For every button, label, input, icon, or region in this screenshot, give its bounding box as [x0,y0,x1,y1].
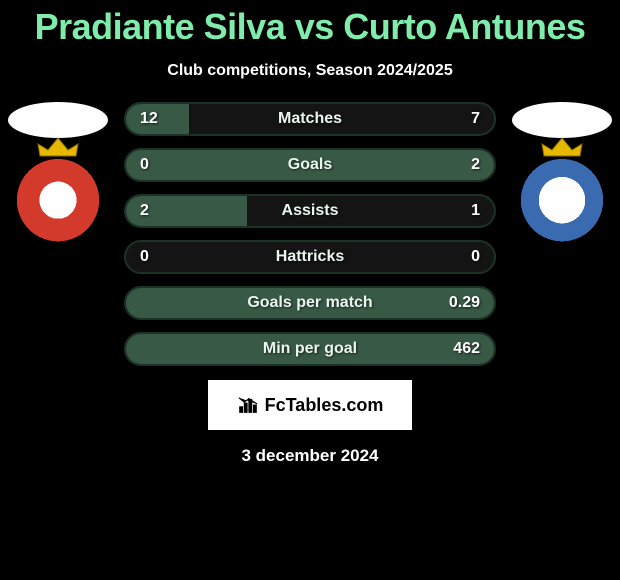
date-text: 3 december 2024 [0,446,620,466]
stat-value-right: 0.29 [449,294,480,312]
club-badge-right [516,156,608,248]
stat-label: Matches [278,110,342,128]
stat-label: Assists [282,202,339,220]
page-title: Pradiante Silva vs Curto Antunes [0,0,620,48]
stat-value-left: 0 [140,156,149,174]
stat-bar: 2 Assists 1 [124,194,496,228]
stat-bar: 12 Matches 7 [124,102,496,136]
subtitle: Club competitions, Season 2024/2025 [0,62,620,80]
crown-icon [540,136,584,158]
stat-bar: Min per goal 462 [124,332,496,366]
stat-value-right: 462 [453,340,480,358]
stat-label: Hattricks [276,248,344,266]
stat-value-right: 0 [471,248,480,266]
stat-value-left: 0 [140,248,149,266]
player-silhouette-left [8,102,108,138]
stat-value-right: 1 [471,202,480,220]
crown-icon [36,136,80,158]
stats-list: 12 Matches 7 0 Goals 2 2 Assists 1 0 Hattricks 0 Goa… [124,102,496,366]
right-player-column [512,102,612,248]
stat-bar: 0 Goals 2 [124,148,496,182]
stat-label: Goals per match [247,294,372,312]
player-silhouette-right [512,102,612,138]
stat-label: Min per goal [263,340,357,358]
stat-value-right: 2 [471,156,480,174]
club-badge-left [12,156,104,248]
stat-bar: Goals per match 0.29 [124,286,496,320]
brand-text: FcTables.com [265,395,384,416]
left-player-column [8,102,108,248]
stat-bar: 0 Hattricks 0 [124,240,496,274]
stat-value-left: 2 [140,202,149,220]
brand-badge: FcTables.com [208,380,412,430]
chart-icon [237,394,259,416]
stat-value-right: 7 [471,110,480,128]
stat-label: Goals [288,156,332,174]
comparison-area: 12 Matches 7 0 Goals 2 2 Assists 1 0 Hattricks 0 Goa… [0,102,620,366]
stat-value-left: 12 [140,110,158,128]
